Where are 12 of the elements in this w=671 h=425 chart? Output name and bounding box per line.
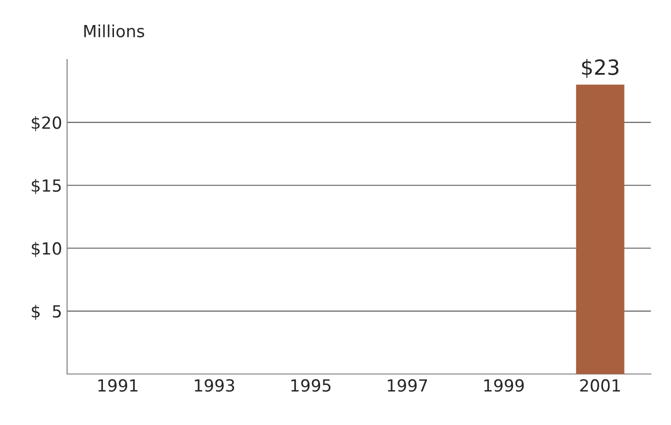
x-tick-label: 1991 [98,379,138,392]
x-tick-label: 1997 [388,379,428,392]
x-tick-label: 1995 [291,379,330,392]
y-axis-title: Millions [84,24,144,38]
x-tick-label: 2001 [580,379,620,392]
y-tick-label: $20 [32,116,62,132]
data-label: $23 [582,58,618,78]
y-tick-label: $15 [32,178,61,194]
x-tick-label: 1993 [194,379,234,392]
y-tick-label: $ 5 [32,304,61,320]
y-tick-label: $10 [32,242,62,257]
x-tick-label: 1999 [484,379,524,392]
